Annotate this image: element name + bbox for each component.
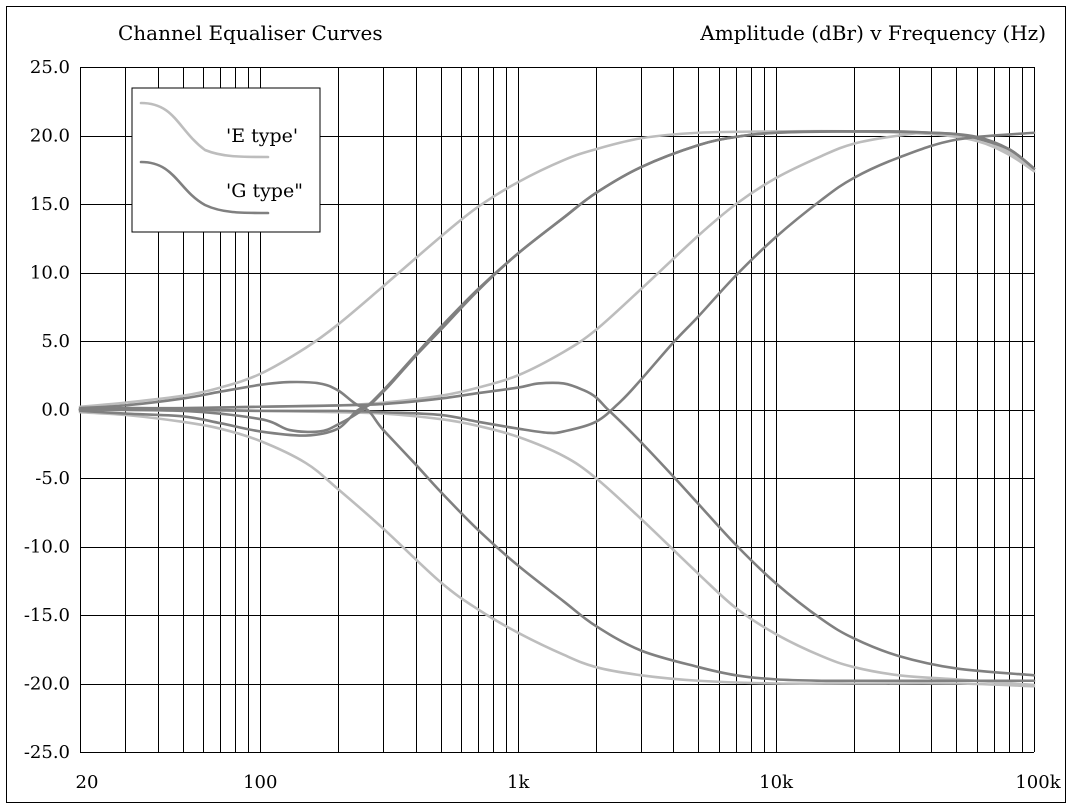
y-axis-ticks: 25.0 20.0 15.0 10.0 5.0 0.0 -5.0 -10.0 -15.0 -20.… (24, 57, 70, 763)
legend-g-type-swatch (139, 160, 270, 215)
y-tick-label: 25.0 (30, 57, 70, 78)
legend: 'E type' 'G type" (131, 87, 321, 233)
y-tick-label: -25.0 (24, 742, 70, 763)
legend-e-type-label: 'E type' (226, 125, 298, 147)
legend-e-type-swatch (139, 101, 270, 159)
e-type-curve (78, 410, 1036, 688)
x-tick-label: 20 (76, 772, 99, 793)
y-tick-label: 0.0 (41, 400, 70, 421)
y-tick-label: 10.0 (30, 263, 70, 284)
g-type-curve (78, 129, 1036, 434)
legend-g-type-label: 'G type" (226, 180, 303, 202)
y-tick-label: 5.0 (41, 331, 70, 352)
y-tick-label: 15.0 (30, 194, 70, 215)
y-tick-label: -20.0 (24, 674, 70, 695)
x-tick-label: 100k (1015, 772, 1061, 793)
x-axis-ticks: 20 100 1k 10k 100k (76, 772, 1062, 793)
x-tick-label: 100 (243, 772, 277, 793)
y-tick-label: -10.0 (24, 537, 70, 558)
g-type-curve (78, 131, 1036, 435)
g-type-curve (78, 406, 1036, 683)
x-tick-label: 1k (507, 772, 530, 793)
x-tick-label: 10k (759, 772, 794, 793)
y-tick-label: 20.0 (30, 126, 70, 147)
y-tick-label: -5.0 (35, 468, 70, 489)
g-type-curve (78, 381, 1036, 677)
curves (78, 129, 1036, 688)
legend-box (131, 87, 321, 233)
chart-title: Channel Equaliser Curves (118, 21, 383, 45)
y-tick-label: -15.0 (24, 605, 70, 626)
chart-subtitle: Amplitude (dBr) v Frequency (Hz) (699, 21, 1046, 45)
